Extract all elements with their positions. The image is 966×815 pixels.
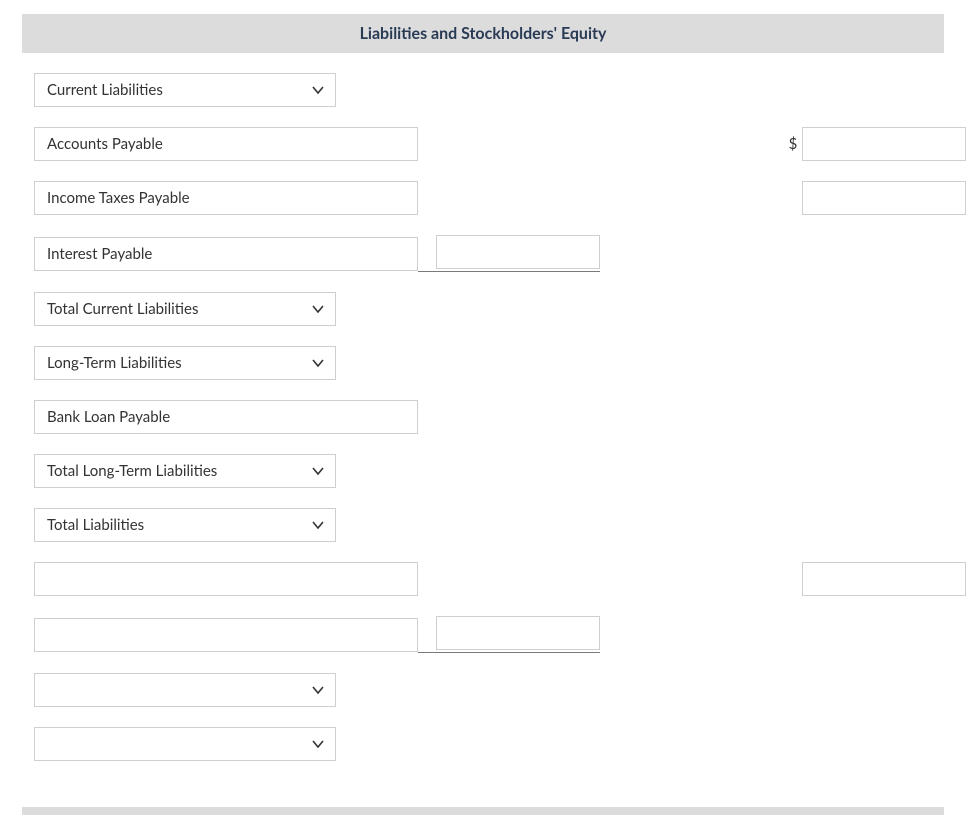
dropdown-label: Total Current Liabilities [47,300,198,318]
amount-input-blank-2[interactable] [436,616,600,650]
currency-symbol: $ [784,135,802,153]
chevron-down-icon [311,302,325,316]
field-accounts-payable[interactable]: Accounts Payable [34,127,418,161]
amount-cell-blank-2 [418,616,600,653]
row-accounts-payable: Accounts Payable $ [34,127,966,161]
row-blank-dropdown-2 [34,727,966,761]
row-total-liabilities: Total Liabilities [34,508,966,542]
dropdown-total-long-term-liabilities[interactable]: Total Long-Term Liabilities [34,454,336,488]
field-income-taxes-payable[interactable]: Income Taxes Payable [34,181,418,215]
footer-bar [22,807,944,815]
dropdown-total-current-liabilities[interactable]: Total Current Liabilities [34,292,336,326]
row-long-term-liabilities: Long-Term Liabilities [34,346,966,380]
field-bank-loan-payable[interactable]: Bank Loan Payable [34,400,418,434]
row-total-current-liabilities: Total Current Liabilities [34,292,966,326]
subtotal-underline [418,652,600,653]
dropdown-label: Current Liabilities [47,81,163,99]
row-total-long-term-liabilities: Total Long-Term Liabilities [34,454,966,488]
dropdown-current-liabilities[interactable]: Current Liabilities [34,73,336,107]
field-label: Interest Payable [47,245,152,263]
row-interest-payable: Interest Payable [34,235,966,272]
row-blank-1 [34,562,966,596]
dropdown-label: Total Long-Term Liabilities [47,462,217,480]
amount-input-blank-1[interactable] [802,562,966,596]
dropdown-total-liabilities[interactable]: Total Liabilities [34,508,336,542]
amount-cell-interest [418,235,600,272]
chevron-down-icon [311,737,325,751]
row-income-taxes-payable: Income Taxes Payable [34,181,966,215]
field-interest-payable[interactable]: Interest Payable [34,237,418,271]
chevron-down-icon [311,83,325,97]
field-blank-1[interactable] [34,562,418,596]
chevron-down-icon [311,683,325,697]
field-label: Income Taxes Payable [47,189,190,207]
dropdown-blank-2[interactable] [34,727,336,761]
amount-input-interest[interactable] [436,235,600,269]
dropdown-long-term-liabilities[interactable]: Long-Term Liabilities [34,346,336,380]
dropdown-label: Long-Term Liabilities [47,354,182,372]
amount-wrap-accounts-payable: $ [784,127,966,161]
chevron-down-icon [311,356,325,370]
amount-input-income-taxes[interactable] [802,181,966,215]
field-label: Bank Loan Payable [47,408,170,426]
row-blank-dropdown-1 [34,673,966,707]
subtotal-underline [418,271,600,272]
amount-input-accounts-payable[interactable] [802,127,966,161]
row-bank-loan-payable: Bank Loan Payable [34,400,966,434]
field-label: Accounts Payable [47,135,163,153]
section-header-title: Liabilities and Stockholders' Equity [360,24,607,43]
chevron-down-icon [311,464,325,478]
dropdown-blank-1[interactable] [34,673,336,707]
amount-wrap-income-taxes [784,181,966,215]
section-header: Liabilities and Stockholders' Equity [22,14,944,53]
amount-wrap-blank-1 [784,562,966,596]
row-current-liabilities: Current Liabilities [34,73,966,107]
dropdown-label: Total Liabilities [47,516,144,534]
field-blank-2[interactable] [34,618,418,652]
row-blank-2 [34,616,966,653]
chevron-down-icon [311,518,325,532]
